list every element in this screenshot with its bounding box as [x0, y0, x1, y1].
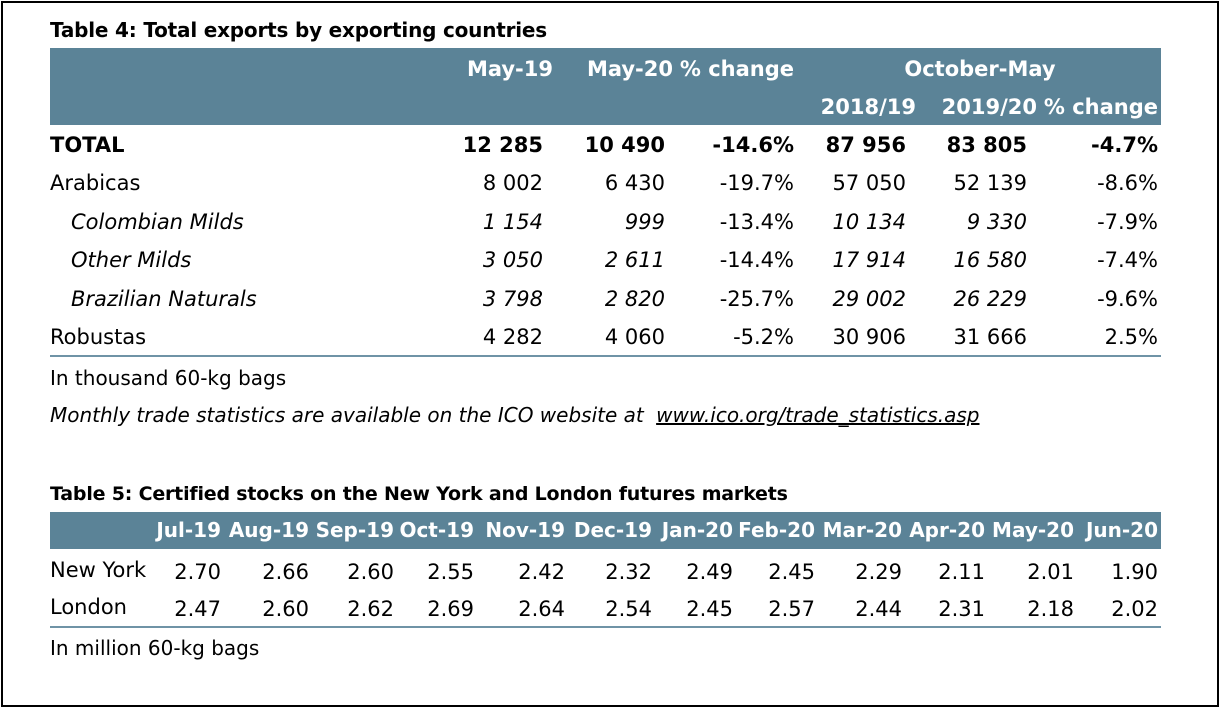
table5-month: Feb-20 — [738, 518, 815, 542]
table4-cell: -13.4% — [719, 210, 794, 234]
table5-month: Sep-19 — [315, 518, 394, 542]
table5-cell: 2.69 — [427, 597, 474, 621]
table5-row-label: New York — [50, 558, 147, 582]
table4-header — [50, 48, 1161, 125]
table5-cell: 2.62 — [347, 597, 394, 621]
ico-trade-statistics-link[interactable]: www.ico.org/trade_statistics.asp — [656, 403, 980, 427]
table5-cell: 2.02 — [1111, 597, 1158, 621]
table4-row-label: Other Milds — [71, 248, 192, 272]
table5-month: May-20 — [992, 518, 1074, 542]
table4-cell: 3 798 — [482, 287, 543, 311]
table5-cell: 2.49 — [686, 560, 733, 584]
table5-units-note: In million 60-kg bags — [50, 636, 260, 660]
table5-cell: 2.60 — [347, 560, 394, 584]
table4-cell: 26 229 — [953, 287, 1027, 311]
table4-cell: 2 820 — [604, 287, 665, 311]
table5-cell: 2.31 — [938, 597, 985, 621]
table4-cell: 87 956 — [825, 133, 906, 157]
table5-cell: 2.44 — [855, 597, 902, 621]
table4-cell: 2 611 — [604, 248, 665, 272]
table4-cell: -7.4% — [1097, 248, 1158, 272]
table5-bottom-rule — [50, 626, 1161, 628]
table5-cell: 2.18 — [1027, 597, 1074, 621]
table4-title: Table 4: Total exports by exporting coun… — [50, 18, 548, 42]
table4-source-note: Monthly trade statistics are available o… — [50, 403, 980, 427]
table5-cell: 2.01 — [1027, 560, 1074, 584]
table4-header-may20: May-20 — [586, 57, 673, 81]
table5-cell: 2.64 — [518, 597, 565, 621]
table4-cell: 6 430 — [604, 171, 665, 195]
table4-header-pct-change-2: % change — [1043, 95, 1158, 119]
table5-month: Jul-19 — [156, 518, 221, 542]
table5-cell: 1.90 — [1111, 560, 1158, 584]
table4-cell: 17 914 — [832, 248, 906, 272]
table4-cell: 16 580 — [953, 248, 1027, 272]
table4-cell: 57 050 — [832, 171, 906, 195]
table5-cell: 2.29 — [855, 560, 902, 584]
table4-cell: 999 — [624, 210, 665, 234]
table4-cell: 83 805 — [946, 133, 1027, 157]
table4-cell: -19.7% — [719, 171, 794, 195]
table5-cell: 2.42 — [518, 560, 565, 584]
table4-cell: -14.4% — [719, 248, 794, 272]
table5-cell: 2.47 — [174, 597, 221, 621]
table5-month: Jan-20 — [661, 518, 733, 542]
table5-month: Jun-20 — [1085, 518, 1158, 542]
table5-month: Dec-19 — [573, 518, 652, 542]
table4-header-2019-20: 2019/20 — [941, 95, 1037, 119]
table4-header-may19: May-19 — [466, 57, 553, 81]
table5-month: Apr-20 — [909, 518, 985, 542]
table4-cell: 31 666 — [953, 325, 1027, 349]
table4-header-october-may: October-May — [904, 57, 1056, 81]
table4-cell: -14.6% — [712, 133, 794, 157]
table5-cell: 2.66 — [262, 560, 309, 584]
table5-cell: 2.60 — [262, 597, 309, 621]
table4-bottom-rule — [50, 355, 1161, 357]
table5-cell: 2.45 — [768, 560, 815, 584]
table5-row-label: London — [50, 595, 127, 619]
table4-row-label: TOTAL — [50, 133, 125, 157]
table4-cell: 3 050 — [482, 248, 543, 272]
table5-month: Nov-19 — [485, 518, 565, 542]
table5-month: Oct-19 — [399, 518, 474, 542]
table4-cell: 9 330 — [966, 210, 1027, 234]
table4-row-label: Colombian Milds — [71, 210, 244, 234]
table4-cell: 12 285 — [462, 133, 543, 157]
table4-row-label: Arabicas — [50, 171, 141, 195]
table4-header-pct-change: % change — [679, 57, 794, 81]
table4-cell: -8.6% — [1097, 171, 1158, 195]
table4-cell: -7.9% — [1097, 210, 1158, 234]
table5-header — [50, 512, 1161, 549]
table5-cell: 2.54 — [605, 597, 652, 621]
table5-cell: 2.70 — [174, 560, 221, 584]
table4-cell: -4.7% — [1091, 133, 1158, 157]
table4-header-2018-19: 2018/19 — [820, 95, 916, 119]
table4-row-label: Robustas — [50, 325, 147, 349]
table5-cell: 2.57 — [768, 597, 815, 621]
table4-source-text: Monthly trade statistics are available o… — [50, 403, 644, 427]
table5-cell: 2.11 — [938, 560, 985, 584]
table4-cell: 4 282 — [482, 325, 543, 349]
table5-cell: 2.55 — [427, 560, 474, 584]
table5-month: Mar-20 — [822, 518, 902, 542]
table5-cell: 2.32 — [605, 560, 652, 584]
table4-cell: 30 906 — [832, 325, 906, 349]
table4-cell: 8 002 — [482, 171, 543, 195]
table4-cell: 29 002 — [832, 287, 906, 311]
table4-cell: 1 154 — [482, 210, 543, 234]
table4-row-label: Brazilian Naturals — [71, 287, 257, 311]
table5-month: Aug-19 — [228, 518, 309, 542]
table4-cell: -25.7% — [719, 287, 794, 311]
table4-cell: -5.2% — [733, 325, 794, 349]
table4-units-note: In thousand 60-kg bags — [50, 366, 287, 390]
table4-cell: 10 134 — [832, 210, 906, 234]
table4-cell: -9.6% — [1097, 287, 1158, 311]
table4-cell: 4 060 — [604, 325, 665, 349]
table5-title: Table 5: Certified stocks on the New Yor… — [50, 483, 788, 505]
table4-cell: 2.5% — [1104, 325, 1158, 349]
table4-cell: 52 139 — [953, 171, 1027, 195]
table4-cell: 10 490 — [584, 133, 665, 157]
table5-cell: 2.45 — [686, 597, 733, 621]
